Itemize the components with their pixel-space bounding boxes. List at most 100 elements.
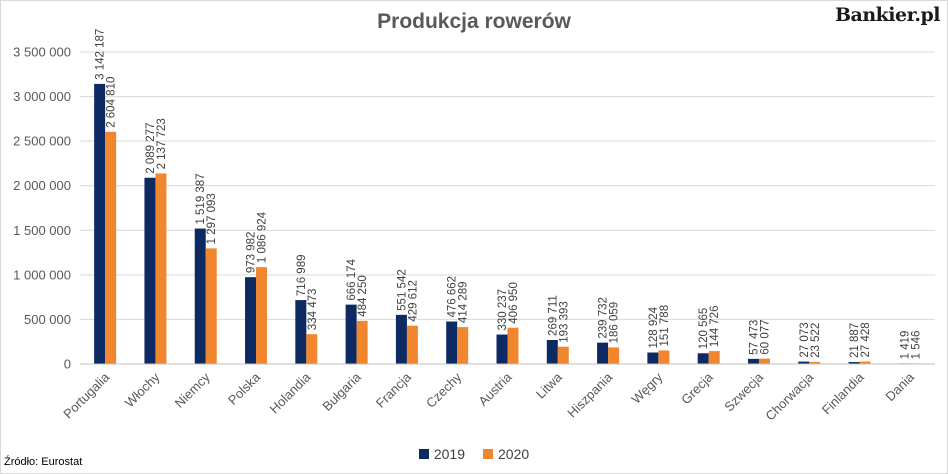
bar-2020 <box>205 248 217 364</box>
data-label-2020: 334 473 <box>307 289 319 331</box>
bar-2019 <box>697 353 709 364</box>
bar-2019 <box>597 342 609 364</box>
x-tick-label: Litwa <box>533 369 566 402</box>
bar-2020 <box>658 350 670 364</box>
bar-2020 <box>708 351 720 364</box>
y-tick-label: 2 000 000 <box>13 178 71 193</box>
data-label-2019: 21 887 <box>849 323 861 358</box>
brand-logo: Bankier.pl <box>834 4 941 26</box>
data-label-2019: 666 174 <box>346 258 358 300</box>
bar-2020 <box>105 131 117 364</box>
chart-title: Produkcja rowerów <box>377 10 571 33</box>
bar-2019 <box>194 228 206 364</box>
bar-2019 <box>747 358 759 364</box>
y-tick-label: 3 500 000 <box>13 45 71 60</box>
x-tick-label: Holandia <box>267 369 314 416</box>
legend: 2019 2020 <box>0 446 948 462</box>
x-tick-label: Finlandia <box>819 369 867 417</box>
data-label-2020: 151 788 <box>659 305 671 347</box>
x-tick-label: Dania <box>882 369 917 404</box>
data-label-2019: 973 982 <box>246 232 258 274</box>
bar-2019 <box>395 314 407 364</box>
data-label-2019: 1 519 387 <box>195 173 207 224</box>
bar-2020 <box>406 325 418 364</box>
data-label-2019: 1 419 <box>899 331 911 360</box>
data-label-2020: 2 604 810 <box>106 77 118 128</box>
data-label-2019: 239 732 <box>598 297 610 339</box>
y-tick-label: 500 000 <box>24 312 71 327</box>
data-label-2020: 406 950 <box>508 282 520 324</box>
data-label-2019: 551 542 <box>396 269 408 311</box>
bar-2020 <box>608 347 620 364</box>
data-label-2019: 27 073 <box>799 322 811 357</box>
data-label-2019: 716 989 <box>296 255 308 297</box>
data-label-2020: 186 059 <box>609 302 621 344</box>
bar-2020 <box>507 327 519 364</box>
data-label-2020: 429 612 <box>407 280 419 322</box>
y-tick-label: 3 000 000 <box>13 89 71 104</box>
data-label-2020: 144 726 <box>709 306 721 348</box>
data-label-2019: 57 473 <box>748 320 760 355</box>
data-label-2019: 2 089 277 <box>145 123 157 174</box>
bar-2020 <box>457 327 469 364</box>
data-label-2020: 1 297 093 <box>206 193 218 244</box>
bar-2020 <box>306 334 318 364</box>
data-label-2019: 120 565 <box>698 308 710 350</box>
data-label-2020: 2 137 723 <box>156 118 168 169</box>
x-tick-label: Bułgaria <box>319 369 364 414</box>
x-tick-label: Austria <box>475 369 515 409</box>
data-label-2019: 128 924 <box>648 306 660 348</box>
legend-label-2019: 2019 <box>433 446 465 462</box>
y-tick-label: 0 <box>64 357 71 372</box>
legend-item-2020: 2020 <box>483 446 529 462</box>
bar-2019 <box>848 362 860 364</box>
data-label-2019: 330 237 <box>497 289 509 331</box>
legend-swatch-2019 <box>418 449 429 459</box>
y-tick-label: 1 000 000 <box>13 267 71 282</box>
bar-2020 <box>809 361 821 364</box>
data-label-2019: 269 711 <box>547 295 559 336</box>
x-tick-label: Francja <box>373 369 415 411</box>
bar-2019 <box>647 352 659 364</box>
data-label-2020: 193 393 <box>558 301 570 343</box>
x-tick-label: Portugalia <box>60 369 113 422</box>
data-label-2020: 1 086 924 <box>257 211 269 263</box>
x-tick-label: Węgry <box>628 369 666 407</box>
data-label-2020: 23 522 <box>810 323 822 358</box>
y-tick-label: 2 500 000 <box>13 134 71 149</box>
x-tick-label: Grecja <box>678 369 716 407</box>
x-tick-label: Włochy <box>122 369 163 410</box>
x-tick-label: Hiszpania <box>564 369 616 421</box>
data-label-2019: 3 142 187 <box>95 29 107 80</box>
data-label-2020: 414 289 <box>458 281 470 323</box>
legend-swatch-2020 <box>483 449 493 459</box>
bar-2019 <box>496 334 508 364</box>
source-note: Źródło: Eurostat <box>4 456 83 468</box>
legend-item-2019: 2019 <box>418 446 465 462</box>
bar-2020 <box>859 361 871 364</box>
bar-2019 <box>446 321 458 364</box>
data-label-2020: 1 546 <box>910 331 922 360</box>
bar-2020 <box>557 346 569 364</box>
bar-2020 <box>758 358 770 364</box>
x-tick-label: Chorwacja <box>762 369 817 424</box>
bar-2019 <box>345 304 357 364</box>
x-tick-label: Polska <box>225 369 264 408</box>
x-tick-label: Czechy <box>423 369 465 411</box>
bar-2019 <box>94 83 106 364</box>
bar-2019 <box>295 300 307 364</box>
data-label-2019: 476 662 <box>447 276 459 318</box>
bar-2019 <box>245 277 257 364</box>
data-label-2020: 27 428 <box>860 322 872 357</box>
data-label-2020: 484 250 <box>357 275 369 317</box>
bar-2019 <box>144 177 156 364</box>
data-label-2020: 60 077 <box>759 319 771 354</box>
bar-2019 <box>798 361 810 364</box>
bar-2020 <box>256 267 268 364</box>
x-tick-label: Niemcy <box>172 369 214 411</box>
bar-2019 <box>546 339 558 364</box>
y-tick-label: 1 500 000 <box>13 223 71 238</box>
x-tick-label: Szwecja <box>721 369 766 414</box>
bar-2020 <box>155 173 167 364</box>
